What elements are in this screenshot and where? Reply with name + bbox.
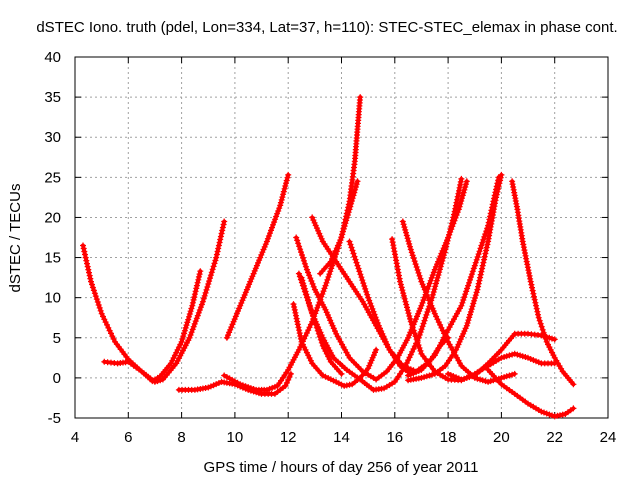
x-tick-label: 4	[71, 429, 79, 446]
series-arc-5	[223, 171, 292, 341]
series-markers	[295, 270, 345, 377]
series-markers	[346, 238, 414, 377]
y-tick-label: 40	[44, 49, 61, 66]
y-tick-label: 35	[44, 89, 61, 106]
series-arc-17	[509, 178, 577, 388]
x-tick-label: 22	[546, 429, 563, 446]
series-markers	[485, 366, 577, 420]
x-tick-label: 6	[124, 429, 132, 446]
gridlines	[75, 57, 608, 418]
y-tick-label: 25	[44, 169, 61, 186]
y-tick-label: 0	[53, 370, 61, 387]
chart-title: dSTEC Iono. truth (pdel, Lon=334, Lat=37…	[36, 19, 617, 36]
x-axis-label: GPS time / hours of day 256 of year 2011	[204, 459, 479, 476]
series-arc-12	[346, 238, 414, 377]
series-markers	[317, 94, 364, 277]
series-markers	[509, 178, 577, 388]
y-tick-label: -5	[48, 410, 61, 427]
y-tick-label: 10	[44, 290, 61, 307]
y-tick-label: 30	[44, 129, 61, 146]
data-marks	[80, 94, 577, 420]
x-tick-label: 18	[440, 429, 457, 446]
y-tick-label: 20	[44, 209, 61, 226]
series-markers	[405, 174, 502, 379]
series-arc-18	[405, 174, 502, 379]
x-tick-label: 10	[227, 429, 244, 446]
x-tick-label: 16	[386, 429, 403, 446]
x-tick-label: 14	[333, 429, 350, 446]
series-arc-19	[485, 366, 577, 420]
x-tick-label: 8	[177, 429, 185, 446]
y-tick-label: 15	[44, 250, 61, 267]
x-tick-label: 24	[600, 429, 617, 446]
series-arc-11	[317, 94, 364, 277]
series-arc-7	[293, 178, 470, 383]
axis-ticks: 4 6 8 10 12 14 16 18 20 22 24 -5 0 5 10 15 20 25 30 35 40	[44, 49, 616, 446]
y-axis-label: dSTEC / TECUs	[7, 184, 24, 293]
x-tick-label: 20	[493, 429, 510, 446]
x-tick-label: 12	[280, 429, 297, 446]
series-markers	[101, 268, 204, 385]
series-arc-2	[101, 268, 204, 385]
series-markers	[223, 171, 292, 341]
y-tick-label: 5	[53, 330, 61, 347]
series-arc-9	[295, 270, 345, 377]
